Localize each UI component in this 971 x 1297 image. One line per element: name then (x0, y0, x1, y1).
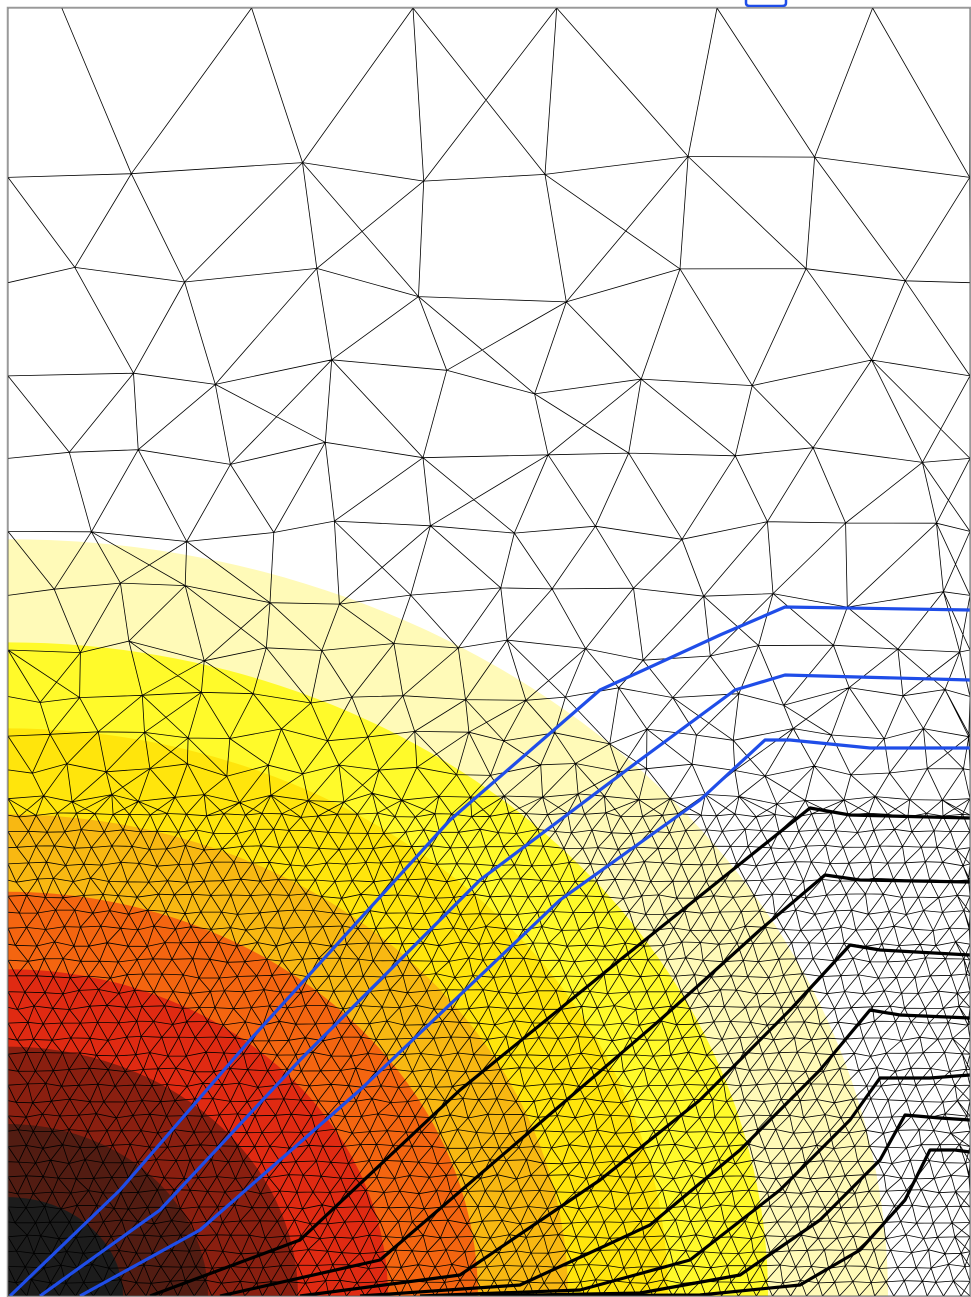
black-contour-line-6 (479, 1113, 971, 1297)
black-contour-line-2 (219, 873, 971, 1297)
blue-contour-line-3 (79, 738, 970, 1297)
blue-contour-line-2 (39, 673, 971, 1297)
contour-lines (8, 605, 971, 1297)
speech-bubble-icon[interactable] (744, 0, 788, 7)
black-contour-line-7 (539, 1148, 971, 1297)
black-contour-line-4 (359, 1008, 971, 1297)
black-contour-line-1 (149, 806, 971, 1297)
blue-contour-line-1 (8, 605, 971, 1297)
black-contour-line-5 (419, 1073, 971, 1297)
black-contour-line-3 (299, 943, 971, 1297)
